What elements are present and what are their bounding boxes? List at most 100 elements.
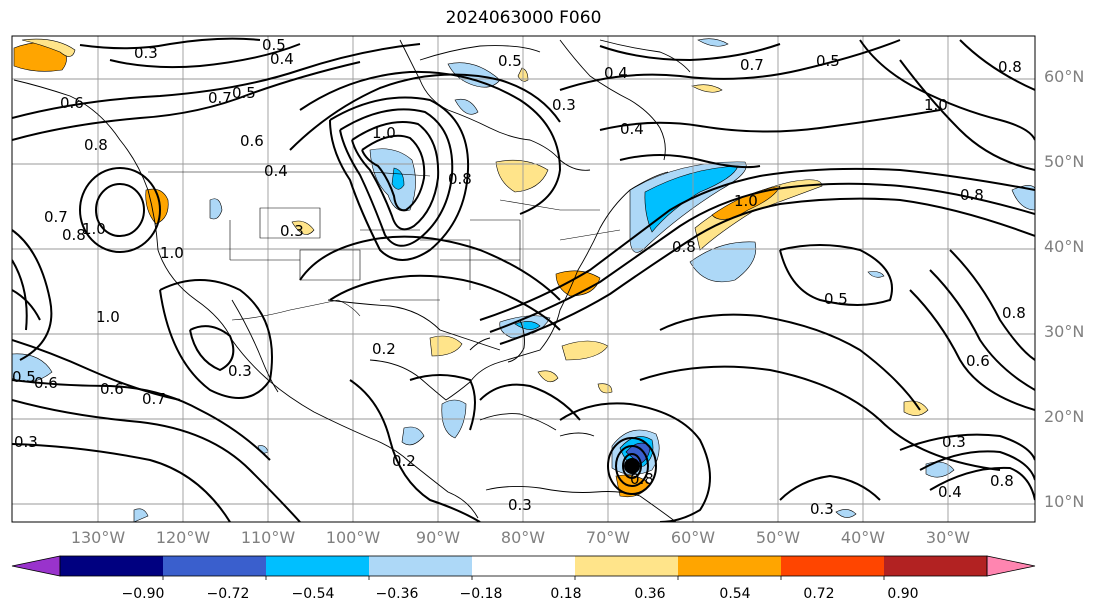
contour-label: 0.3: [228, 362, 252, 380]
contour-label: 0.3: [14, 433, 38, 451]
contour-label: 0.8: [960, 186, 984, 204]
political-borders: [148, 171, 621, 321]
colorbar-tick-label: 0.90: [887, 586, 919, 602]
shade-positive: [145, 188, 169, 225]
contour-label: 1.0: [96, 308, 120, 326]
shade-negative: [867, 271, 885, 278]
colorbar-tick-label: −0.18: [459, 586, 503, 602]
contour-label: 0.6: [60, 94, 84, 112]
colorbar-extend-min: [11, 555, 61, 577]
colorbar-tick-label: −0.90: [121, 586, 165, 602]
contour-label: 0.5: [498, 52, 522, 70]
colorbar-tick-label: 0.72: [803, 586, 835, 602]
shade-negative: [629, 161, 747, 253]
contour-label-group: 0.3 0.5 0.4 0.6 0.5 0.7 0.5 0.8 0.7 0.5 …: [12, 36, 1026, 518]
lon-label: 110°W: [240, 528, 296, 547]
lon-label: 130°W: [70, 528, 126, 547]
map-title: 2024063000 F060: [445, 8, 602, 28]
shade-negative: [697, 38, 729, 47]
colorbar-segment: [163, 556, 267, 576]
contour-label: 0.2: [392, 452, 416, 470]
colorbar-segment: [884, 556, 988, 576]
lon-label: 50°W: [755, 528, 801, 547]
lon-label: 120°W: [155, 528, 211, 547]
graticule: [12, 36, 1035, 522]
lat-label: 10°N: [1044, 492, 1085, 511]
contour-label: 1.0: [734, 192, 758, 210]
contour-label: 0.2: [372, 340, 396, 358]
lat-label: 40°N: [1044, 237, 1085, 256]
storm-center-marker: [624, 458, 640, 474]
contour-label: 0.8: [630, 470, 654, 488]
contour-label: 0.6: [966, 352, 990, 370]
shade-negative: [391, 167, 405, 190]
lon-label: 100°W: [325, 528, 381, 547]
colorbar-segment: [678, 556, 782, 576]
contour-label: 0.5: [262, 36, 286, 54]
colorbar-segment: [472, 556, 576, 576]
contour-label: 0.7: [208, 89, 232, 107]
contour-label: 1.0: [924, 96, 948, 114]
shade-negative: [401, 426, 425, 446]
contour-label: 0.5: [824, 290, 848, 308]
map-background: [12, 36, 1035, 522]
contour-label: 0.8: [84, 136, 108, 154]
shade-negative: [1011, 185, 1035, 211]
contour-label: 0.5: [12, 368, 36, 386]
contour-label: 0.8: [1002, 304, 1026, 322]
contour-label: 0.3: [134, 44, 158, 62]
shade-positive: [495, 159, 549, 193]
contour-label: 0.6: [34, 374, 58, 392]
colorbar-tick-label: 0.18: [550, 586, 582, 602]
lat-label: 50°N: [1044, 152, 1085, 171]
colorbar-tick-label: 0.54: [719, 586, 751, 602]
colorbar-segment: [266, 556, 370, 576]
contour-label: 0.4: [620, 120, 644, 138]
contour-label: 0.8: [62, 226, 86, 244]
colorbar-tick-label: −0.36: [375, 586, 419, 602]
contour-label: 0.4: [938, 483, 962, 501]
lon-label: 40°W: [840, 528, 886, 547]
contour-label: 0.6: [240, 132, 264, 150]
colorbar: [11, 555, 1036, 580]
contour-label: 0.5: [232, 84, 256, 102]
contour-label: 0.8: [672, 238, 696, 256]
contour-lines: [12, 37, 1035, 522]
shade-negative: [454, 98, 479, 115]
contour-label: 0.6: [100, 380, 124, 398]
contour-label: 0.7: [142, 390, 166, 408]
colorbar-segment: [369, 556, 473, 576]
shade-positive: [21, 38, 76, 57]
shade-negative: [689, 241, 757, 283]
colorbar-segment: [575, 556, 679, 576]
contour-label: 0.3: [810, 500, 834, 518]
lon-label: 70°W: [585, 528, 631, 547]
lon-label: 80°W: [500, 528, 546, 547]
lon-label: 90°W: [415, 528, 461, 547]
colorbar-outline: [59, 555, 988, 577]
colorbar-extend-max: [986, 555, 1036, 577]
contour-label: 1.0: [372, 124, 396, 142]
coastlines: [13, 39, 691, 522]
contour-label: 0.4: [264, 162, 288, 180]
contour-label: 0.7: [44, 208, 68, 226]
shade-negative: [835, 509, 857, 518]
map-frame: [11, 35, 1036, 523]
colorbar-tick-label: 0.36: [634, 586, 666, 602]
colorbar-tick-label: −0.72: [206, 586, 250, 602]
shade-positive: [291, 220, 315, 235]
contour-label: 0.8: [998, 58, 1022, 76]
colorbar-segment: [781, 556, 885, 576]
contour-label: 0.3: [552, 96, 576, 114]
contour-label: 1.0: [160, 244, 184, 262]
shade-negative: [644, 165, 739, 233]
contour-label: 0.3: [942, 433, 966, 451]
colorbar-tick-label: −0.54: [291, 586, 335, 602]
lat-label: 20°N: [1044, 407, 1085, 426]
contour-label: 0.8: [990, 472, 1014, 490]
lon-label: 30°W: [925, 528, 971, 547]
lat-label: 30°N: [1044, 322, 1085, 341]
contour-label: 0.3: [280, 222, 304, 240]
lon-label: 60°W: [670, 528, 716, 547]
